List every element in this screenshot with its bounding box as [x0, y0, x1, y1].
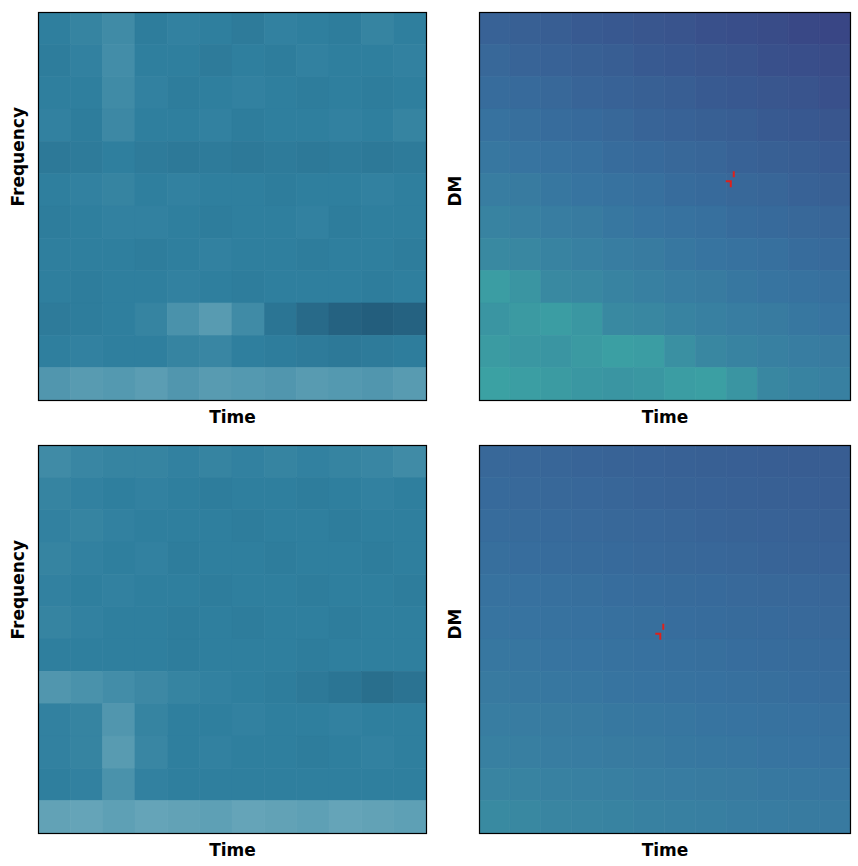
svg-text:Time: Time [209, 407, 256, 427]
svg-text:DM: DM [445, 608, 465, 639]
svg-text:Frequency: Frequency [8, 107, 28, 207]
svg-text:Time: Time [642, 840, 689, 860]
svg-text:Time: Time [642, 407, 689, 427]
svg-text:Time: Time [209, 840, 256, 860]
svg-text:Frequency: Frequency [8, 540, 28, 640]
svg-text:DM: DM [445, 175, 465, 206]
